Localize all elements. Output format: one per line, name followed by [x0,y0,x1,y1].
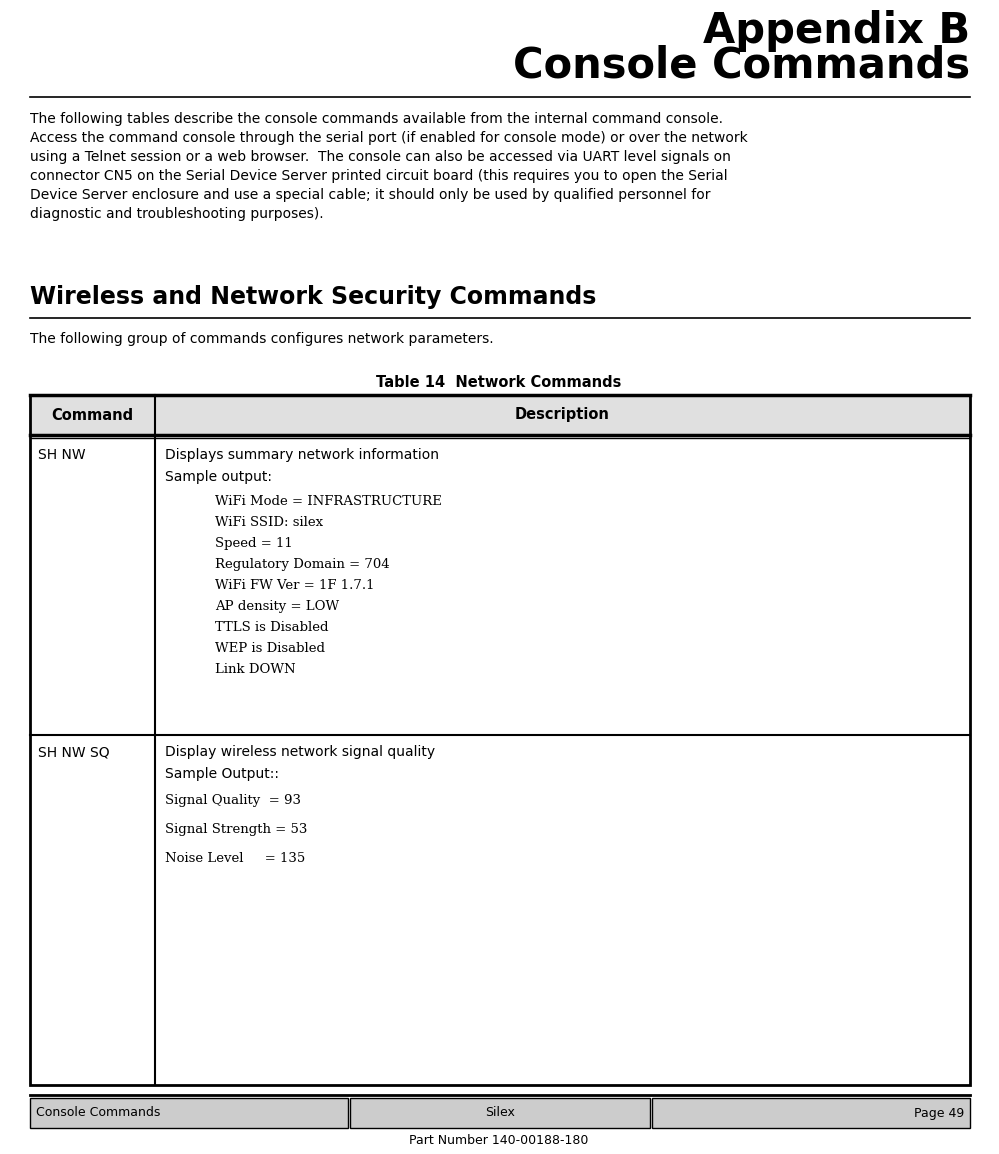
Text: Sample Output::: Sample Output:: [165,767,279,781]
Text: Display wireless network signal quality: Display wireless network signal quality [165,745,436,759]
Bar [30,1097,348,1127]
Text: using a Telnet session or a web browser.  The console can also be accessed via U: using a Telnet session or a web browser.… [30,150,731,164]
Text: SH NW: SH NW [38,448,86,462]
Text: The following group of commands configures network parameters.: The following group of commands configur… [30,332,494,346]
Text: WiFi SSID: silex: WiFi SSID: silex [215,516,323,529]
Bar [30,395,970,435]
Text: Page 49: Page 49 [914,1107,964,1119]
Text: connector CN5 on the Serial Device Server printed circuit board (this requires y: connector CN5 on the Serial Device Serve… [30,168,727,183]
Text: Silex: Silex [486,1107,514,1119]
Text: Command: Command [51,407,134,422]
Text: WEP is Disabled: WEP is Disabled [215,642,325,655]
Text: Displays summary network information: Displays summary network information [165,448,439,462]
Text: WiFi Mode = INFRASTRUCTURE: WiFi Mode = INFRASTRUCTURE [215,495,442,508]
Text: AP density = LOW: AP density = LOW [215,600,339,613]
Text: Description: Description [515,407,610,422]
Text: Console Commands: Console Commands [512,45,970,87]
Text: Signal Quality  = 93: Signal Quality = 93 [165,794,301,807]
Text: Device Server enclosure and use a special cable; it should only be used by quali: Device Server enclosure and use a specia… [30,188,710,202]
Text: TTLS is Disabled: TTLS is Disabled [215,621,329,634]
Text: Appendix B: Appendix B [703,10,970,52]
Text: Speed = 11: Speed = 11 [215,537,293,550]
Text: Link DOWN: Link DOWN [215,664,296,676]
Text: Regulatory Domain = 704: Regulatory Domain = 704 [215,559,390,571]
Bar [350,1097,650,1127]
Text: Signal Strength = 53: Signal Strength = 53 [165,823,308,835]
Text: Part Number 140-00188-180: Part Number 140-00188-180 [410,1133,588,1147]
Text: Access the command console through the serial port (if enabled for console mode): Access the command console through the s… [30,132,747,145]
Bar [652,1097,970,1127]
Text: diagnostic and troubleshooting purposes).: diagnostic and troubleshooting purposes)… [30,207,324,222]
Text: Wireless and Network Security Commands: Wireless and Network Security Commands [30,285,596,309]
Text: The following tables describe the console commands available from the internal c: The following tables describe the consol… [30,112,723,126]
Bar [30,395,970,1085]
Text: Console Commands: Console Commands [36,1107,161,1119]
Text: Noise Level     = 135: Noise Level = 135 [165,852,306,866]
Text: Table 14  Network Commands: Table 14 Network Commands [377,375,621,390]
Text: Sample output:: Sample output: [165,470,272,484]
Text: WiFi FW Ver = 1F 1.7.1: WiFi FW Ver = 1F 1.7.1 [215,579,375,592]
Text: SH NW SQ: SH NW SQ [38,745,110,759]
